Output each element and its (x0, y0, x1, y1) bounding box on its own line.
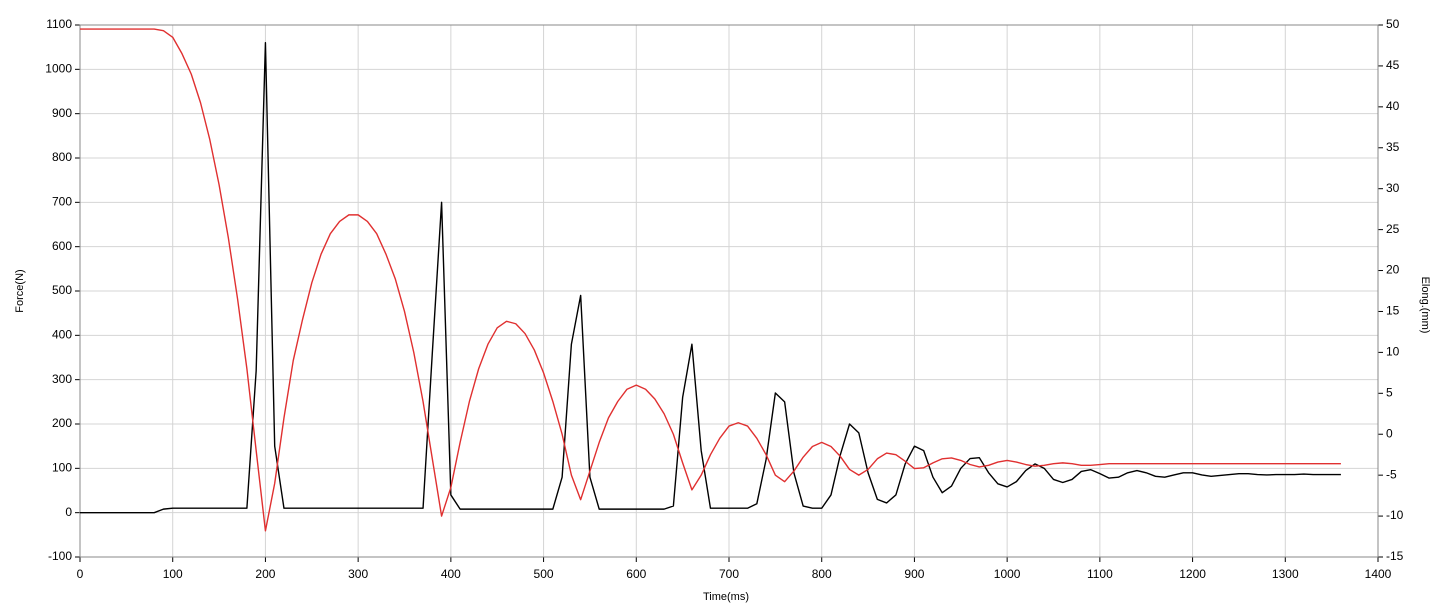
x-tick-label: 600 (626, 567, 646, 581)
y2-tick-label: 25 (1386, 222, 1400, 236)
y2-tick-label: 30 (1386, 181, 1400, 195)
y-tick-label: 100 (52, 461, 72, 475)
y-tick-label: 500 (52, 283, 72, 297)
y2-tick-label: 35 (1386, 140, 1400, 154)
x-tick-label: 1400 (1365, 567, 1392, 581)
x-tick-label: 900 (904, 567, 924, 581)
y-tick-label: 1100 (46, 17, 72, 31)
y2-tick-label: 15 (1386, 304, 1400, 318)
y2-axis-label: Elong.(mm) (1419, 277, 1431, 334)
y-tick-label: 300 (52, 372, 72, 386)
y-tick-label: 700 (52, 195, 72, 209)
x-tick-label: 800 (812, 567, 832, 581)
y-tick-label: 200 (52, 416, 72, 430)
y-tick-label: 1000 (45, 62, 72, 76)
x-tick-label: 1000 (994, 567, 1021, 581)
y-tick-label: 800 (52, 150, 72, 164)
x-tick-label: 400 (441, 567, 461, 581)
x-tick-label: 500 (534, 567, 554, 581)
data-line (80, 42, 1341, 514)
data-line (80, 28, 1341, 532)
y2-tick-label: 50 (1386, 17, 1400, 31)
x-tick-label: 1100 (1087, 567, 1113, 581)
x-tick-label: 100 (163, 567, 183, 581)
y-tick-label: 400 (52, 328, 72, 342)
y-axis-label: Force(N) (14, 269, 26, 312)
y2-tick-label: 5 (1386, 385, 1393, 399)
x-tick-label: 1200 (1179, 567, 1206, 581)
x-tick-label: 0 (77, 567, 84, 581)
y-tick-label: 0 (65, 505, 72, 519)
x-tick-label: 200 (255, 567, 275, 581)
y-tick-label: 900 (52, 106, 72, 120)
y-tick-label: -100 (48, 549, 72, 563)
y2-tick-label: 20 (1386, 263, 1400, 277)
y2-tick-label: 0 (1386, 426, 1393, 440)
y-tick-label: 600 (52, 239, 72, 253)
y2-tick-label: 40 (1386, 99, 1400, 113)
x-tick-label: 300 (348, 567, 368, 581)
y2-tick-label: -15 (1386, 549, 1404, 563)
x-axis-label: Time(ms) (703, 591, 749, 603)
x-tick-label: 1300 (1272, 567, 1299, 581)
y2-tick-label: 45 (1386, 58, 1400, 72)
y2-tick-label: -10 (1386, 508, 1404, 522)
y2-tick-label: 10 (1386, 345, 1400, 359)
plot-frame (79, 24, 1379, 558)
x-tick-label: 700 (719, 567, 739, 581)
y2-tick-label: -5 (1386, 467, 1397, 481)
